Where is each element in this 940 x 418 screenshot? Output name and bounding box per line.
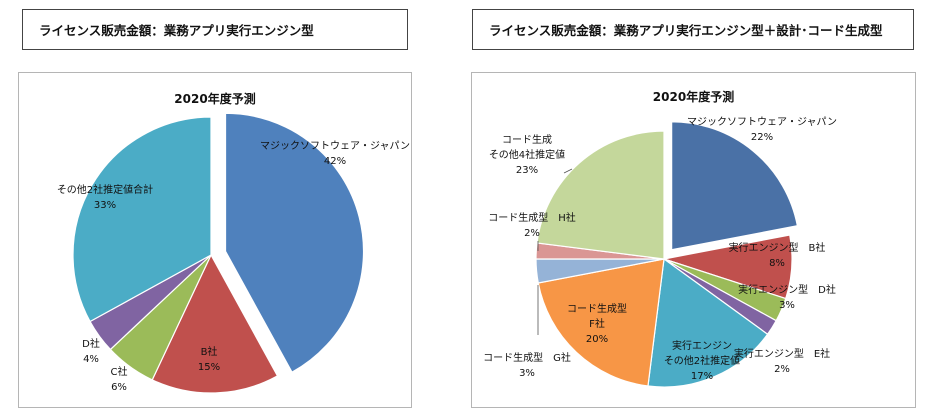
pie-slice	[537, 258, 665, 387]
slice-label: 実行エンジン型 E社 2%	[734, 347, 830, 375]
slice-label: マジックソフトウェア・ジャパン 42%	[260, 140, 410, 167]
pie-slice	[72, 116, 212, 323]
left-chart-header: ライセンス販売金額：業務アプリ実行エンジン型	[22, 9, 408, 50]
right-chart-header: ライセンス販売金額：業務アプリ実行エンジン型＋設計･コード生成型	[472, 9, 914, 50]
slice-label: C社 6%	[111, 365, 128, 393]
slice-label: 実行エンジン型 B社 8%	[729, 241, 826, 269]
slice-label: D社 4%	[82, 337, 100, 365]
right-pie-chart: マジックソフトウェア・ジャパン 22% 実行エンジン型 B社 8% 実行エンジン型 D社…	[483, 116, 837, 388]
pie-slice	[671, 121, 799, 251]
left-pie-chart: マジックソフトウェア・ジャパン 42% B社 15% C社 6% D社 4% その他2社推定値合…	[57, 112, 410, 394]
slice-label: マジックソフトウェア・ジャパン 22%	[687, 116, 837, 143]
right-chart-area: 2020年度予測 マジックソフトウェア・ジャパン 22% 実行エンジン型 B社 8% 実…	[471, 72, 916, 408]
slice-label: その他2社推定値合計 33%	[57, 183, 153, 211]
pie-slice	[647, 257, 769, 388]
slice-label: コード生成型 G社 3%	[483, 351, 571, 379]
left-chart-area: 2020年度予測 マジックソフトウェア・ジャパン 42% B社 15% C社 6% D社 4%…	[18, 72, 412, 408]
slice-label: 実行エンジンその他2社推定値 17%	[664, 339, 740, 382]
pie-slice	[224, 112, 365, 374]
left-chart-title: 2020年度予測	[174, 92, 256, 106]
leader-line	[563, 168, 573, 174]
right-chart-title: 2020年度予測	[652, 90, 735, 104]
slice-label: コード生成型 F社 20%	[567, 302, 627, 345]
pie-slice	[151, 253, 279, 394]
slice-label: コード生成型 H社 2%	[488, 211, 576, 239]
slice-label: 実行エンジン型 D社 3%	[738, 283, 836, 311]
slice-label: コード生成その他4社推定値 23%	[489, 133, 565, 176]
pie-slice	[536, 130, 665, 260]
slice-label: B社 15%	[198, 345, 220, 373]
